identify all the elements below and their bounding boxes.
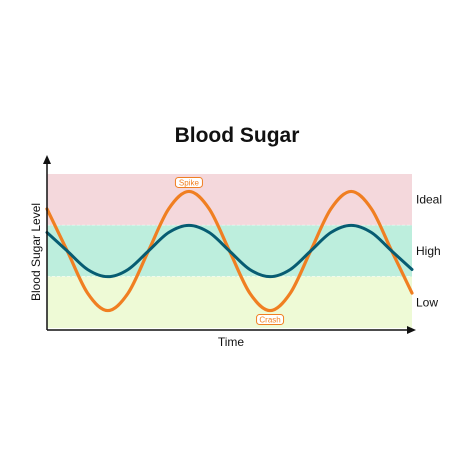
x-axis-arrow: [407, 326, 416, 334]
annotation-label: Spike: [179, 178, 200, 187]
annotation-spike: Spike: [174, 176, 203, 188]
annotation-box: [256, 314, 285, 326]
band-ideal: [47, 174, 412, 226]
y-axis-label: Blood Sugar Level: [29, 203, 43, 301]
curve-annotations: Spike Crash: [174, 176, 285, 326]
axes: [43, 155, 416, 334]
annotation-box: [174, 176, 203, 188]
annotation-crash: Crash: [256, 314, 285, 326]
band-low: [47, 276, 412, 328]
band-label-high: High: [416, 244, 441, 258]
annotation-label: Crash: [259, 316, 280, 325]
series-line-2: [45, 223, 414, 279]
chart-title: Blood Sugar: [175, 124, 300, 147]
x-axis-label: Time: [218, 335, 245, 349]
band-label-low: Low: [416, 295, 438, 309]
series-lines: [45, 189, 414, 313]
y-axis-arrow: [43, 155, 51, 164]
band-label-ideal: Ideal: [416, 193, 442, 207]
band-labels: Ideal High Low: [416, 193, 442, 310]
